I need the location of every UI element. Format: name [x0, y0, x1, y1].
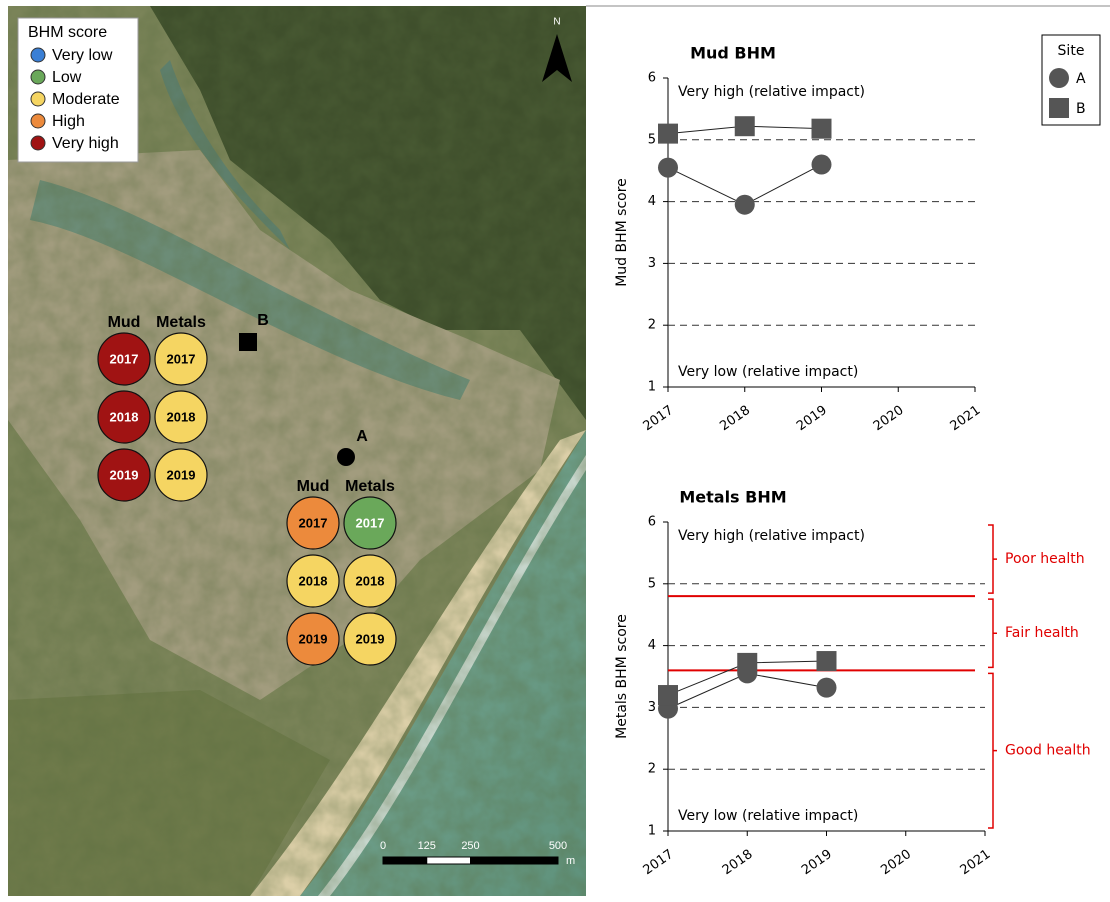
- annotation: Very low (relative impact): [678, 364, 858, 380]
- chart-title: Metals BHM: [679, 488, 786, 507]
- point: [817, 651, 837, 671]
- y-tick-label: 2: [648, 762, 656, 777]
- score-year: 2019: [299, 631, 328, 646]
- annotation: Very low (relative impact): [678, 808, 858, 824]
- y-tick-label: 4: [648, 638, 656, 653]
- map-legend-label: Very high: [52, 135, 119, 152]
- legend-label: B: [1076, 101, 1086, 117]
- group-header: Mud: [297, 478, 330, 495]
- map-legend-swatch: [31, 92, 45, 106]
- point: [735, 195, 755, 215]
- band-label: Poor health: [1005, 551, 1085, 567]
- scale-unit: m: [566, 855, 575, 867]
- scale-label: 0: [380, 840, 386, 852]
- point: [812, 155, 832, 175]
- band-bracket: [988, 673, 997, 828]
- map-legend-title: BHM score: [28, 24, 107, 41]
- y-tick-label: 4: [648, 194, 656, 209]
- map-legend-swatch: [31, 70, 45, 84]
- site-marker: [239, 333, 257, 351]
- score-year: 2017: [356, 515, 385, 530]
- score-year: 2018: [356, 573, 385, 588]
- point: [737, 653, 757, 673]
- y-axis-label: Metals BHM score: [614, 614, 630, 739]
- x-tick-label: 2021: [948, 403, 984, 434]
- map-legend-swatch: [31, 48, 45, 62]
- y-tick-label: 6: [648, 71, 656, 86]
- map-legend-swatch: [31, 136, 45, 150]
- page: {"map": { "legend": {"title": "BHM score…: [0, 0, 1110, 902]
- score-year: 2017: [299, 515, 328, 530]
- y-tick-label: 5: [648, 576, 656, 591]
- y-tick-label: 2: [648, 318, 656, 333]
- x-tick-label: 2018: [717, 403, 753, 434]
- annotation: Very high (relative impact): [678, 528, 865, 544]
- x-tick-label: 2020: [871, 403, 907, 434]
- scale-segment: [427, 857, 471, 864]
- map-legend-swatch: [31, 114, 45, 128]
- north-label: N: [553, 17, 560, 28]
- annotation: Very high (relative impact): [678, 84, 865, 100]
- score-year: 2018: [110, 409, 139, 424]
- chart-title: Mud BHM: [690, 44, 776, 63]
- scale-label: 250: [461, 840, 479, 852]
- band-bracket: [988, 599, 997, 667]
- score-year: 2019: [356, 631, 385, 646]
- point: [658, 158, 678, 178]
- scale-label: 500: [549, 840, 567, 852]
- score-year: 2018: [299, 573, 328, 588]
- legend-marker: [1049, 98, 1069, 118]
- x-tick-label: 2017: [641, 847, 677, 878]
- score-year: 2017: [110, 351, 139, 366]
- group-header: Mud: [108, 314, 141, 331]
- point: [735, 116, 755, 136]
- y-tick-label: 3: [648, 256, 656, 271]
- score-year: 2019: [110, 467, 139, 482]
- y-axis-label: Mud BHM score: [614, 178, 630, 287]
- figure: BHM score Very low Low Moderate High Very hig…: [0, 0, 1110, 902]
- site-label: A: [356, 428, 368, 445]
- y-tick-label: 1: [648, 380, 656, 395]
- x-tick-label: 2019: [794, 403, 830, 434]
- score-year: 2018: [167, 409, 196, 424]
- site-label: B: [257, 312, 269, 329]
- point: [658, 685, 678, 705]
- x-tick-label: 2020: [878, 847, 914, 878]
- map-legend-label: Moderate: [52, 91, 120, 108]
- point: [812, 119, 832, 139]
- group-header: Metals: [345, 478, 395, 495]
- site-marker: [337, 448, 355, 466]
- band-label: Fair health: [1005, 625, 1079, 641]
- score-year: 2017: [167, 351, 196, 366]
- band-bracket: [988, 525, 997, 593]
- band-label: Good health: [1005, 743, 1091, 759]
- point: [817, 678, 837, 698]
- x-tick-label: 2019: [799, 847, 835, 878]
- scale-segment: [383, 857, 427, 864]
- group-header: Metals: [156, 314, 206, 331]
- legend-label: A: [1076, 71, 1086, 87]
- x-tick-label: 2021: [958, 847, 994, 878]
- score-year: 2019: [167, 467, 196, 482]
- x-tick-label: 2018: [720, 847, 756, 878]
- scale-label: 125: [418, 840, 436, 852]
- map-legend-label: High: [52, 113, 85, 130]
- point: [658, 124, 678, 144]
- charts: Mud BHM Mud BHM score 1 2 3 4 5 6 2017 2018 2019 20…: [586, 6, 1110, 878]
- map-legend-label: Very low: [52, 47, 113, 64]
- legend-title: Site: [1058, 43, 1085, 59]
- y-tick-label: 3: [648, 700, 656, 715]
- y-tick-label: 6: [648, 515, 656, 530]
- y-tick-label: 1: [648, 824, 656, 839]
- y-tick-label: 5: [648, 132, 656, 147]
- legend-marker: [1049, 68, 1069, 88]
- x-tick-label: 2017: [641, 403, 677, 434]
- scale-segment: [471, 857, 559, 864]
- map-legend-label: Low: [52, 69, 82, 86]
